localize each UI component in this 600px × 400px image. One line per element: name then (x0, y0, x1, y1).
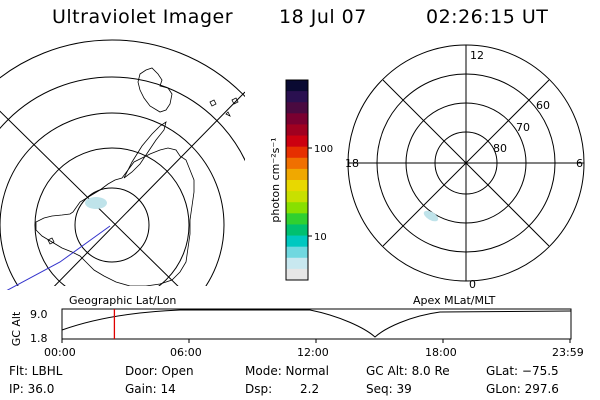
colorbar-stripe (286, 202, 308, 214)
instrument-title: Ultraviolet Imager (52, 6, 234, 28)
colorbar-stripe (286, 246, 308, 259)
mlt-spokes (348, 45, 584, 281)
ip-label: IP: 36.0 (9, 382, 55, 396)
mlat-label-70: 70 (516, 121, 530, 134)
caption-geographic: Geographic Lat/Lon (69, 294, 177, 307)
mlt-label-18: 18 (345, 157, 359, 170)
colorbar-stripe (286, 91, 308, 103)
dsp-value: 2.2 (300, 382, 320, 396)
colorbar-stripe (286, 157, 308, 170)
magnetic-polar-plot: 12 18 6 0 60 70 80 (345, 44, 585, 290)
colorbar-stripe (286, 235, 308, 248)
colorbar-stripe (286, 180, 308, 192)
antarctica-coastline (35, 147, 195, 286)
gc-alt-label: GC Alt: 8.0 Re (366, 364, 450, 378)
island-outlines (47, 97, 239, 245)
colorbar-stripe (286, 168, 308, 181)
dsp-label: Dsp: (245, 382, 273, 396)
aurora-emission-mag (423, 210, 439, 222)
colorbar-stripe (286, 102, 308, 114)
orbit-x-ticks (61, 339, 571, 343)
colorbar-stripe (286, 124, 308, 137)
mlt-label-6: 6 (576, 157, 583, 170)
geographic-polar-plot (0, 39, 245, 290)
colorbar-stripe (286, 257, 308, 270)
mlat-label-80: 80 (493, 142, 507, 155)
antarctic-peninsula (123, 121, 167, 179)
mlt-label-12: 12 (470, 49, 484, 62)
date-label: 18 Jul 07 (279, 6, 367, 28)
mlt-label-0: 0 (469, 278, 476, 290)
orbit-ytick-min: 1.8 (30, 332, 48, 345)
colorbar-stripe (286, 80, 308, 92)
colorbar-stripe (286, 146, 308, 159)
orbit-xtick-1200: 12:00 (297, 346, 329, 359)
glat-label: GLat: −75.5 (486, 364, 559, 378)
caption-apex: Apex MLat/MLT (413, 294, 496, 307)
aurora-emission-geo (85, 197, 107, 209)
latitude-circles (0, 39, 245, 286)
colorbar-tick-label-100: 100 (314, 144, 333, 155)
gain-label: Gain: 14 (125, 382, 176, 396)
seq-label: Seq: 39 (366, 382, 412, 396)
filter-label: Flt: LBHL (9, 364, 63, 378)
colorbar-tick-label-10: 10 (314, 232, 327, 243)
colorbar-stripe (286, 213, 308, 225)
colorbar-unit-label: photon cm⁻²s⁻¹ (269, 137, 282, 222)
orbit-xtick-0000: 00:00 (44, 346, 76, 359)
door-label: Door: Open (125, 364, 194, 378)
colorbar-stripe (286, 268, 308, 281)
spacecraft-track (6, 225, 111, 290)
colorbar-stripe (286, 135, 308, 148)
altitude-curve (61, 309, 572, 338)
meridian-lines (0, 91, 245, 286)
glon-label: GLon: 297.6 (486, 382, 559, 396)
orbit-ytick-max: 9.0 (30, 308, 48, 321)
colorbar-stripe (286, 191, 308, 203)
orbit-xtick-1800: 18:00 (425, 346, 457, 359)
orbit-axis-label: GC Alt (10, 311, 23, 346)
colorbar-stripe (286, 113, 308, 125)
mlat-label-60: 60 (536, 99, 550, 112)
time-label: 02:26:15 UT (426, 6, 549, 28)
orbit-altitude-plot: GC Alt 9.0 1.8 00:00 06:00 12:00 18:00 2… (10, 308, 584, 359)
colorbar-stripe (286, 224, 308, 237)
intensity-colorbar: 100 10 photon cm⁻²s⁻¹ (269, 79, 333, 281)
south-america-coastline (137, 67, 173, 113)
mode-label: Mode: Normal (245, 364, 329, 378)
orbit-xtick-2359: 23:59 (552, 346, 584, 359)
orbit-xtick-0600: 06:00 (170, 346, 202, 359)
